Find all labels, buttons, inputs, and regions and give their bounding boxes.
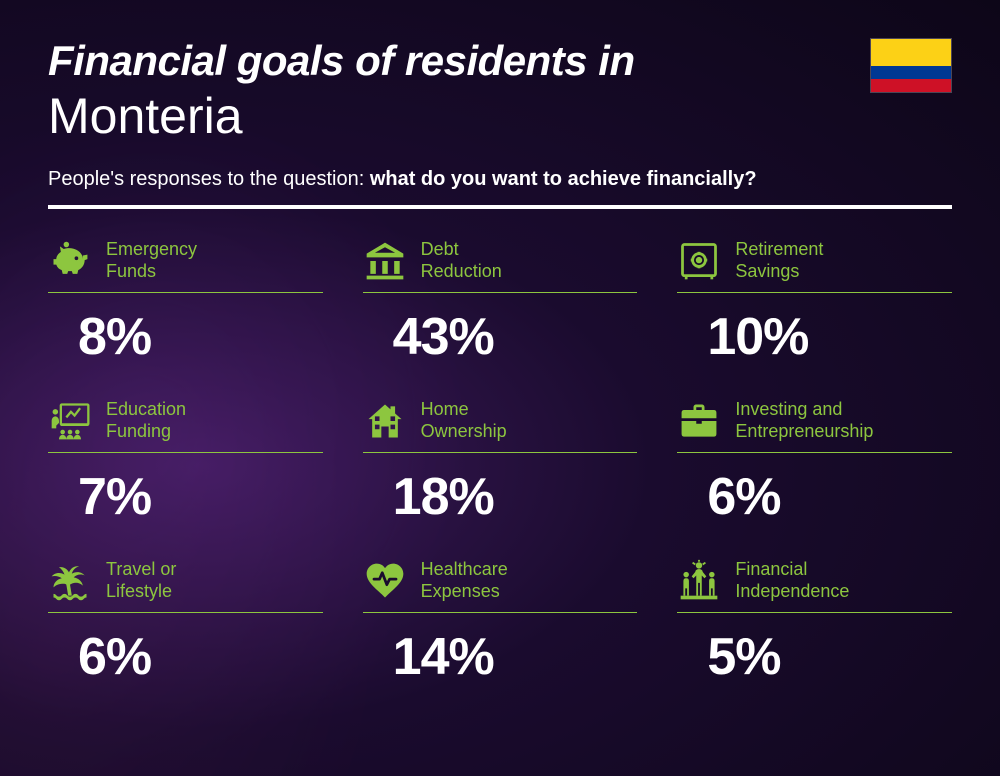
card-investing: Investing andEntrepreneurship 6% bbox=[677, 397, 952, 527]
card-value: 18% bbox=[393, 467, 638, 527]
card-head: EmergencyFunds bbox=[48, 237, 323, 293]
goals-grid: EmergencyFunds 8% DebtReduction 43% Reti… bbox=[48, 237, 952, 687]
card-head: DebtReduction bbox=[363, 237, 638, 293]
briefcase-icon bbox=[677, 399, 721, 443]
card-label: EducationFunding bbox=[106, 399, 186, 442]
title-line-1: Financial goals of residents in bbox=[48, 38, 952, 84]
heart-pulse-icon bbox=[363, 559, 407, 603]
flag-stripe-red bbox=[871, 79, 951, 92]
card-home-ownership: HomeOwnership 18% bbox=[363, 397, 638, 527]
card-head: Investing andEntrepreneurship bbox=[677, 397, 952, 453]
card-label: HomeOwnership bbox=[421, 399, 507, 442]
card-label: HealthcareExpenses bbox=[421, 559, 508, 602]
flag-stripe-yellow bbox=[871, 39, 951, 66]
card-travel: Travel orLifestyle 6% bbox=[48, 557, 323, 687]
card-value: 5% bbox=[707, 627, 952, 687]
card-label: Travel orLifestyle bbox=[106, 559, 176, 602]
card-retirement-savings: RetirementSavings 10% bbox=[677, 237, 952, 367]
card-healthcare: HealthcareExpenses 14% bbox=[363, 557, 638, 687]
card-head: FinancialIndependence bbox=[677, 557, 952, 613]
card-head: Travel orLifestyle bbox=[48, 557, 323, 613]
piggy-bank-icon bbox=[48, 239, 92, 283]
header: Financial goals of residents in Monteria… bbox=[48, 38, 952, 209]
card-head: HealthcareExpenses bbox=[363, 557, 638, 613]
card-value: 14% bbox=[393, 627, 638, 687]
card-value: 7% bbox=[78, 467, 323, 527]
card-education-funding: EducationFunding 7% bbox=[48, 397, 323, 527]
flag-stripe-blue bbox=[871, 66, 951, 79]
subtitle-prefix: People's responses to the question: bbox=[48, 168, 370, 190]
card-value: 43% bbox=[393, 307, 638, 367]
house-icon bbox=[363, 399, 407, 443]
flag-colombia bbox=[870, 38, 952, 93]
card-label: DebtReduction bbox=[421, 239, 502, 282]
card-financial-independence: FinancialIndependence 5% bbox=[677, 557, 952, 687]
card-value: 6% bbox=[78, 627, 323, 687]
card-label: EmergencyFunds bbox=[106, 239, 197, 282]
card-label: RetirementSavings bbox=[735, 239, 823, 282]
palm-icon bbox=[48, 559, 92, 603]
divider bbox=[48, 205, 952, 209]
podium-icon bbox=[677, 559, 721, 603]
card-debt-reduction: DebtReduction 43% bbox=[363, 237, 638, 367]
card-value: 10% bbox=[707, 307, 952, 367]
card-label: FinancialIndependence bbox=[735, 559, 849, 602]
card-head: EducationFunding bbox=[48, 397, 323, 453]
card-value: 8% bbox=[78, 307, 323, 367]
card-head: HomeOwnership bbox=[363, 397, 638, 453]
presentation-icon bbox=[48, 399, 92, 443]
card-emergency-funds: EmergencyFunds 8% bbox=[48, 237, 323, 367]
card-value: 6% bbox=[707, 467, 952, 527]
subtitle-bold: what do you want to achieve financially? bbox=[370, 168, 757, 190]
bank-icon bbox=[363, 239, 407, 283]
title-city: Monteria bbox=[48, 86, 952, 146]
safe-icon bbox=[677, 239, 721, 283]
subtitle: People's responses to the question: what… bbox=[48, 168, 952, 191]
card-label: Investing andEntrepreneurship bbox=[735, 399, 873, 442]
card-head: RetirementSavings bbox=[677, 237, 952, 293]
infographic-container: Financial goals of residents in Monteria… bbox=[0, 0, 1000, 725]
